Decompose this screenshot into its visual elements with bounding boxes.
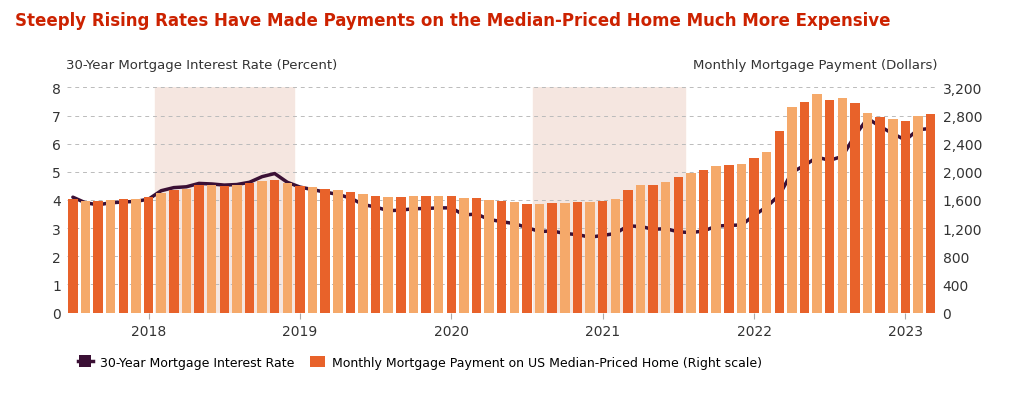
Bar [384, 198, 393, 313]
Bar [459, 198, 469, 313]
Bar [825, 101, 835, 313]
Bar [497, 202, 507, 313]
Bar [157, 194, 166, 313]
Bar [358, 195, 368, 313]
Bar [143, 198, 154, 313]
Bar [169, 191, 178, 313]
Bar [434, 196, 443, 313]
Bar [119, 200, 128, 313]
Text: 30-Year Mortgage Interest Rate (Percent): 30-Year Mortgage Interest Rate (Percent) [66, 59, 337, 72]
Bar [560, 203, 569, 313]
Bar [283, 184, 292, 313]
Bar [155, 88, 294, 313]
Bar [484, 200, 494, 313]
Bar [245, 184, 254, 313]
Bar [409, 197, 418, 313]
Bar [522, 205, 531, 313]
Bar [901, 122, 910, 313]
Bar [105, 200, 116, 313]
Bar [421, 197, 431, 313]
Bar [876, 118, 885, 313]
Bar [838, 99, 847, 313]
Bar [712, 167, 721, 313]
Bar [686, 174, 695, 313]
Legend: 30-Year Mortgage Interest Rate, Monthly Mortgage Payment on US Median-Priced Hom: 30-Year Mortgage Interest Rate, Monthly … [73, 351, 767, 374]
Bar [510, 203, 519, 313]
Bar [446, 196, 456, 313]
Bar [534, 88, 685, 313]
Bar [69, 199, 78, 313]
Bar [232, 186, 242, 313]
Bar [472, 198, 481, 313]
Bar [812, 95, 822, 313]
Bar [774, 132, 784, 313]
Bar [181, 189, 191, 313]
Bar [850, 104, 860, 313]
Bar [93, 202, 102, 313]
Bar [610, 199, 620, 313]
Bar [787, 108, 797, 313]
Bar [371, 196, 380, 313]
Bar [270, 181, 280, 313]
Bar [572, 203, 583, 313]
Bar [535, 205, 545, 313]
Bar [888, 120, 898, 313]
Bar [207, 186, 216, 313]
Bar [624, 191, 633, 313]
Bar [333, 191, 342, 313]
Bar [396, 198, 406, 313]
Bar [131, 199, 140, 313]
Bar [724, 165, 733, 313]
Bar [636, 186, 645, 313]
Bar [698, 171, 709, 313]
Bar [736, 165, 746, 313]
Bar [308, 188, 317, 313]
Bar [863, 113, 872, 313]
Bar [548, 203, 557, 313]
Bar [321, 189, 330, 313]
Bar [257, 182, 267, 313]
Bar [674, 178, 683, 313]
Text: Steeply Rising Rates Have Made Payments on the Median-Priced Home Much More Expe: Steeply Rising Rates Have Made Payments … [15, 12, 891, 30]
Bar [219, 186, 229, 313]
Text: Monthly Mortgage Payment (Dollars): Monthly Mortgage Payment (Dollars) [693, 59, 938, 72]
Bar [586, 203, 595, 313]
Bar [81, 201, 90, 313]
Bar [913, 116, 923, 313]
Bar [346, 192, 355, 313]
Bar [750, 158, 759, 313]
Bar [195, 186, 204, 313]
Bar [762, 153, 771, 313]
Bar [662, 182, 671, 313]
Bar [926, 115, 935, 313]
Bar [295, 186, 305, 313]
Bar [800, 102, 809, 313]
Bar [598, 201, 607, 313]
Bar [648, 185, 657, 313]
